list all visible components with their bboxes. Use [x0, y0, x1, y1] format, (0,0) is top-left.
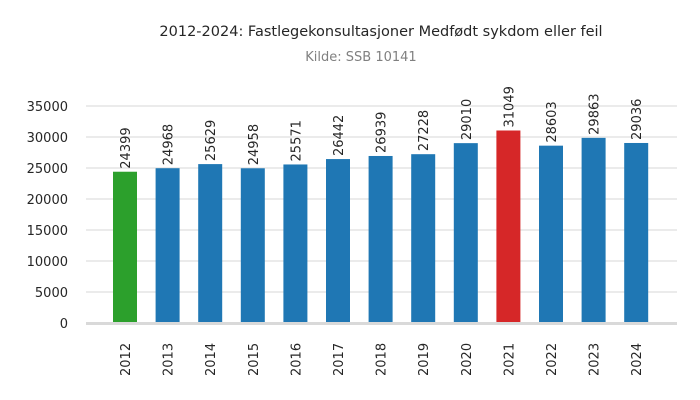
x-tick-label: 2024: [630, 343, 645, 376]
bar-2018: [368, 155, 393, 323]
data-label: 26442: [332, 115, 347, 156]
y-tick-label: 5000: [35, 286, 68, 301]
data-label: 29863: [588, 93, 603, 134]
data-label: 29036: [630, 99, 645, 140]
chart-title: 2012-2024: Fastlegekonsultasjoner Medfød…: [159, 24, 602, 40]
data-label: 29010: [460, 99, 475, 140]
data-label: 26939: [375, 112, 390, 153]
x-tick-label: 2012: [119, 343, 134, 376]
y-tick-label: 35000: [27, 100, 68, 115]
data-label: 28603: [545, 101, 560, 142]
y-tick-label: 0: [60, 317, 68, 332]
bar-2022: [539, 145, 563, 323]
bar-2014: [198, 164, 223, 323]
bar-2012: [113, 171, 137, 323]
data-label: 25571: [289, 120, 304, 161]
x-tick-label: 2022: [545, 343, 560, 376]
x-tick-label: 2014: [204, 343, 219, 376]
bar-2017: [326, 159, 350, 323]
bar-2024: [624, 142, 649, 323]
bar-2019: [411, 154, 436, 323]
x-tick-label: 2017: [332, 343, 347, 376]
y-tick-label: 15000: [27, 224, 68, 239]
chart-subtitle: Kilde: SSB 10141: [305, 50, 416, 65]
data-label: 24968: [162, 124, 177, 165]
y-tick-label: 20000: [27, 193, 68, 208]
bar-2016: [283, 164, 308, 323]
bar-2021: [496, 130, 521, 323]
bar-2020: [453, 143, 478, 323]
y-tick-label: 30000: [27, 131, 68, 146]
x-axis: 2012 2013 2014 2015 2016 2017 2018 2019 2020 2021…: [86, 322, 677, 376]
x-tick-label: 2013: [162, 343, 177, 376]
x-tick-label: 2015: [247, 343, 262, 376]
x-tick-label: 2019: [417, 343, 432, 376]
data-label: 24399: [119, 127, 134, 168]
data-label: 31049: [502, 86, 517, 127]
x-tick-label: 2016: [289, 343, 304, 376]
y-tick-label: 25000: [27, 162, 68, 177]
bar-2023: [581, 137, 606, 323]
bar-2015: [240, 168, 265, 323]
data-label: 27228: [417, 110, 432, 151]
y-tick-label: 10000: [27, 255, 68, 270]
data-label: 24958: [247, 124, 262, 165]
x-tick-label: 2018: [375, 343, 390, 376]
bar-2013: [155, 168, 180, 323]
x-tick-label: 2021: [502, 343, 517, 376]
x-tick-label: 2020: [460, 343, 475, 376]
y-axis: 0 5000 10000 15000 20000 25000 30000 35000: [27, 100, 68, 332]
data-label: 25629: [204, 120, 219, 161]
bars: [113, 130, 649, 323]
x-tick-label: 2023: [588, 343, 603, 376]
data-labels: 24399 24968 25629 24958 25571 26442 26939 27228…: [119, 86, 645, 169]
